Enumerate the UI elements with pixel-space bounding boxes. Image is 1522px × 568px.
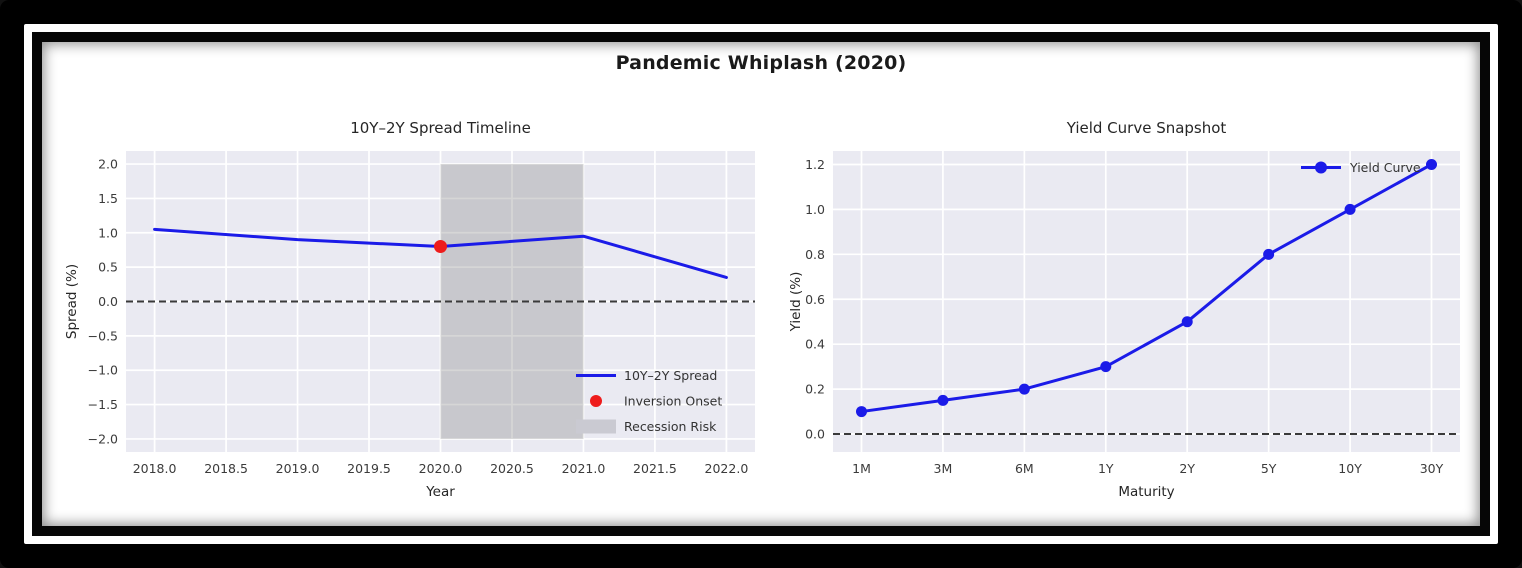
x-tick-label: 1M [852, 461, 871, 476]
x-tick-label: 2018.5 [204, 461, 248, 476]
data-point-marker [1018, 383, 1030, 395]
x-tick-label: 2021.0 [562, 461, 606, 476]
inversion-onset-marker [434, 240, 447, 254]
yield-curve-chart: 1M 3M 6M 1Y 2Y 5Y 10Y 30Y 0.0 0.2 0.4 0.6 0.8 1.0 1.2 Y… [788, 119, 1460, 500]
legend-label: Yield Curve [1349, 160, 1421, 175]
x-tick-label: 3M [934, 461, 953, 476]
x-axis-label: Year [425, 484, 455, 500]
y-tick-label: −1.5 [88, 397, 118, 412]
y-tick-label: 1.0 [98, 225, 118, 240]
y-tick-label: −0.5 [88, 328, 118, 343]
spread-timeline-chart: 2018.0 2018.5 2019.0 2019.5 2020.0 2020.5 2021… [64, 119, 755, 500]
legend-label: Inversion Onset [624, 394, 722, 409]
data-point-marker [856, 406, 867, 418]
x-tick-label: 1Y [1098, 461, 1114, 476]
plot-area [833, 151, 1460, 452]
legend-dot-sample [590, 395, 602, 407]
x-tick-label: 2021.5 [633, 461, 677, 476]
y-tick-label: −1.0 [88, 363, 118, 378]
legend-label: Recession Risk [624, 419, 717, 434]
y-tick-label: 0.0 [805, 427, 825, 442]
data-point-marker [1181, 316, 1193, 328]
y-tick-label: 0.5 [98, 260, 118, 275]
x-axis-label: Maturity [1118, 484, 1174, 500]
y-tick-label: 1.2 [805, 157, 825, 172]
legend-dot-sample [1315, 161, 1327, 174]
y-tick-label: 0.8 [805, 247, 825, 262]
figure-canvas: Pandemic Whiplash (2020) 2018.0 2018.5 201… [32, 32, 1490, 536]
x-tick-label: 2Y [1179, 461, 1195, 476]
legend-label: 10Y–2Y Spread [624, 368, 717, 383]
y-tick-label: −2.0 [88, 431, 118, 446]
x-tick-label: 2019.5 [347, 461, 391, 476]
chart-title: 10Y–2Y Spread Timeline [350, 119, 531, 137]
y-axis-label: Spread (%) [64, 264, 80, 339]
x-tick-label: 2018.0 [133, 461, 177, 476]
y-tick-label: 2.0 [98, 157, 118, 172]
x-tick-label: 10Y [1338, 461, 1362, 476]
data-point-marker [1263, 248, 1275, 260]
x-tick-label: 2020.0 [419, 461, 463, 476]
x-tick-label: 6M [1015, 461, 1034, 476]
x-tick-label: 30Y [1420, 461, 1444, 476]
legend-patch-sample [576, 419, 616, 434]
series-line [860, 162, 1433, 414]
y-tick-label: 1.0 [805, 202, 825, 217]
x-tick-label: 2022.0 [705, 461, 749, 476]
figure-title: Pandemic Whiplash (2020) [615, 52, 907, 74]
chart-title: Yield Curve Snapshot [1066, 119, 1227, 137]
x-tick-label: 2019.0 [276, 461, 320, 476]
data-point-marker [1426, 158, 1437, 170]
x-tick-label: 2020.5 [490, 461, 534, 476]
y-tick-label: 1.5 [98, 191, 118, 206]
data-point-marker [1100, 361, 1112, 373]
y-axis-label: Yield (%) [788, 272, 804, 333]
frame-matte: Pandemic Whiplash (2020) 2018.0 2018.5 201… [24, 24, 1498, 544]
data-point-marker [1344, 203, 1356, 215]
data-point-marker [937, 394, 949, 406]
y-tick-label: 0.2 [805, 382, 825, 397]
x-tick-label: 5Y [1261, 461, 1277, 476]
y-tick-label: 0.4 [805, 337, 825, 352]
y-tick-label: 0.6 [805, 292, 825, 307]
y-tick-label: 0.0 [98, 294, 118, 309]
